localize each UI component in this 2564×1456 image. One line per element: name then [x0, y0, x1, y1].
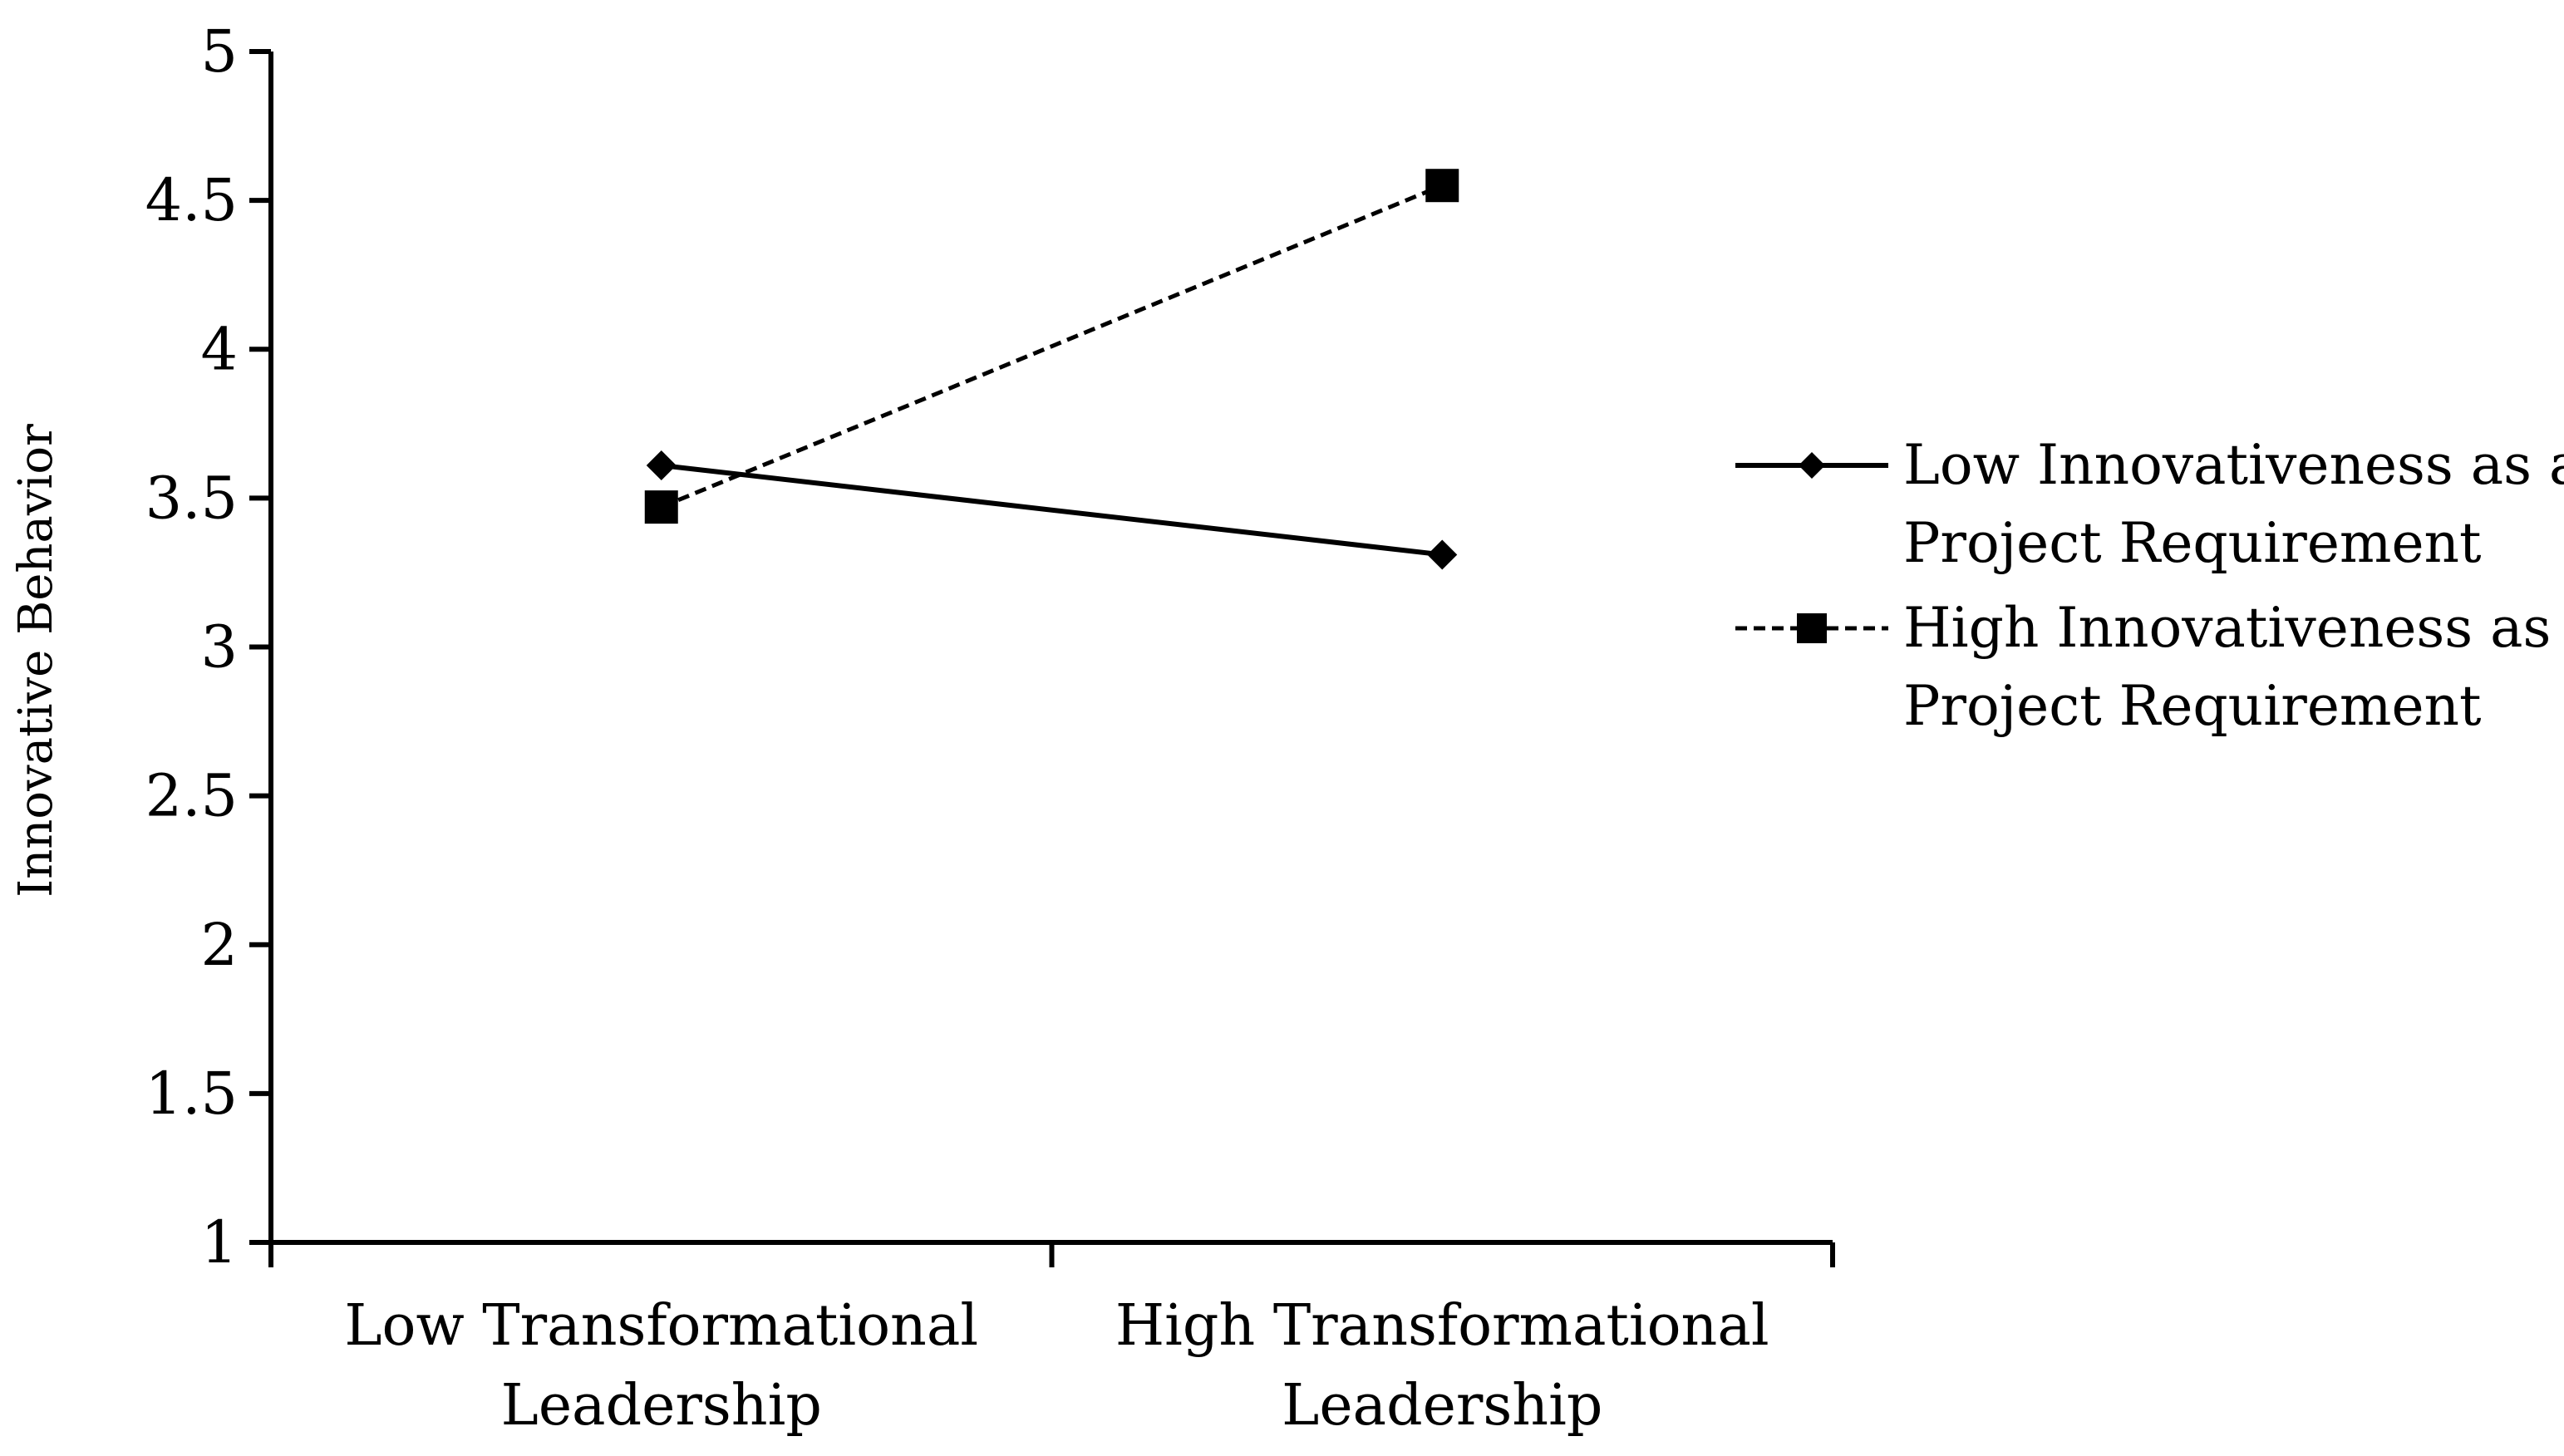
data-point-diamond	[646, 450, 677, 480]
data-point-diamond	[1427, 539, 1458, 570]
legend-label-line: Low Innovativeness as a	[1903, 433, 2564, 497]
y-tick-label: 5	[200, 17, 238, 86]
legend-label: Low Innovativeness as a Project Requireme…	[1903, 433, 2564, 575]
legend-marker-square	[1797, 613, 1827, 643]
y-tick-label: 4	[200, 315, 238, 383]
y-tick-label: 1	[200, 1208, 238, 1276]
legend: Low Innovativeness as a Project Requireme…	[1735, 433, 2564, 738]
y-tick-label: 2.5	[145, 762, 238, 830]
y-tick-label: 3	[200, 613, 238, 681]
series-1	[644, 169, 1459, 524]
legend-label-line: Project Requirement	[1903, 674, 2482, 738]
axes	[249, 49, 1835, 1267]
legend-label-line: Project Requirement	[1903, 511, 2482, 575]
x-category-label-line: Leadership	[501, 1373, 822, 1439]
series-layer	[644, 169, 1459, 570]
series-line	[661, 462, 1443, 558]
series-line	[660, 183, 1444, 509]
series-0	[646, 450, 1458, 570]
x-category-label: High Transformational Leadership	[1115, 1293, 1769, 1439]
x-category-label-line: High Transformational	[1115, 1293, 1769, 1359]
data-point-square	[1425, 169, 1459, 203]
y-tick-label: 3.5	[145, 464, 238, 532]
legend-label-line: High Innovativeness as a	[1903, 596, 2564, 660]
data-point-square	[644, 490, 678, 524]
y-tick-label: 2	[200, 911, 238, 979]
legend-label: High Innovativeness as a Project Requirem…	[1903, 596, 2564, 738]
y-tick-labels: 1 1.5 2 2.5 3 3.5 4 4.5 5	[145, 17, 238, 1276]
y-tick-label: 4.5	[145, 166, 238, 234]
x-category-label: Low Transformational Leadership	[344, 1293, 978, 1439]
y-axis-title: Innovative Behavior	[9, 424, 63, 898]
x-category-label-line: Leadership	[1282, 1373, 1602, 1439]
x-category-label-line: Low Transformational	[344, 1293, 978, 1359]
y-tick-label: 1.5	[145, 1060, 238, 1128]
legend-marker-diamond	[1799, 452, 1825, 479]
